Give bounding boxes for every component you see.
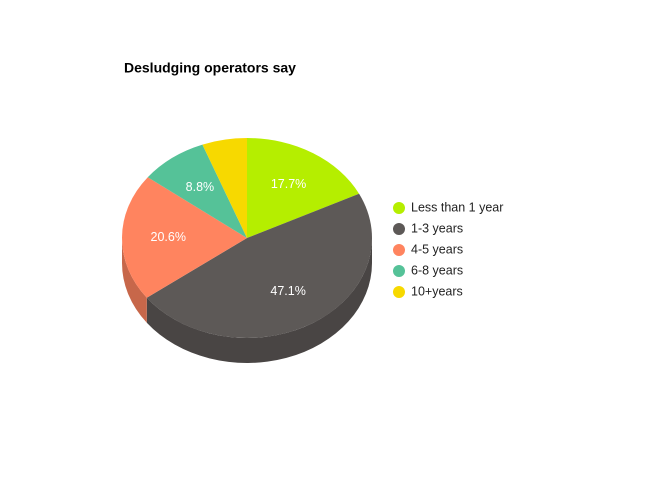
legend-label: 1-3 years [411,221,463,235]
slice [146,193,373,339]
legend-swatch [393,202,405,214]
slice [202,138,247,238]
slice-label: 17.7% [271,177,306,191]
chart-title: Desludging operators say [124,60,296,76]
slice [247,138,360,238]
legend-swatch [393,265,405,277]
slice-side [146,238,372,363]
legend-label: 4-5 years [411,242,463,256]
legend: Less than 1 year 1-3 years 4-5 years 6-8 ye… [393,200,503,298]
legend-swatch [393,223,405,235]
legend-label: Less than 1 year [411,200,503,214]
legend-swatch [393,286,405,298]
slice-label: 8.8% [186,180,215,194]
legend-swatch [393,244,405,256]
slice-label: 20.6% [151,230,186,244]
slice-label: 47.1% [270,284,305,298]
slice-side [122,238,147,323]
legend-label: 6-8 years [411,263,463,277]
slice [147,144,247,238]
slice [122,177,247,298]
pie: 17.7% 47.1% 20.6% 8.8% [122,138,373,363]
legend-label: 10+years [411,284,463,298]
